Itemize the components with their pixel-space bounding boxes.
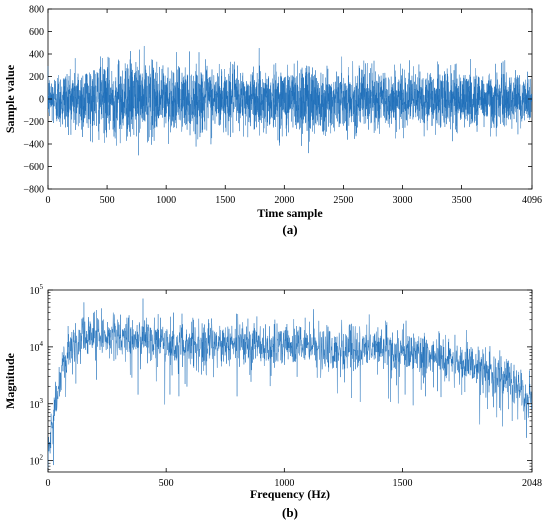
panel-a-x-tick-label: 500 — [100, 195, 115, 206]
panel-b-magnitude-line — [47, 298, 532, 471]
panel-b-y-tick-label: 103 — [30, 397, 44, 411]
panel-b-y-tick-label: 104 — [30, 340, 44, 354]
panel-b-x-tick-label: 2048 — [522, 478, 542, 489]
panel-a-y-axis-title: Sample value — [3, 64, 17, 133]
panel-a-y-tick-label: −600 — [23, 162, 44, 173]
panel-b-plot-frame — [47, 289, 533, 473]
panel-a-y-tick-label: −200 — [23, 117, 44, 128]
panel-b-y-tick-label: 102 — [30, 454, 44, 468]
panel-b-x-tick-label: 500 — [159, 478, 174, 489]
panel-a-y-tick-label: 800 — [29, 5, 44, 16]
panel-a-x-tick-label: 0 — [46, 195, 51, 206]
panel-a-y-tick-label: −400 — [23, 140, 44, 151]
panel-a-x-tick-label: 1500 — [215, 195, 235, 206]
panel-a-x-tick-label: 3500 — [452, 195, 472, 206]
panel-a-x-tick-label: 4096 — [522, 195, 542, 206]
panel-b-x-ticks: 0 500 1000 1500 2048 — [46, 290, 542, 489]
panel-a-label: (a) — [282, 222, 297, 237]
panel-a-x-tick-label: 1000 — [156, 195, 176, 206]
panel-a-signal-line — [47, 45, 533, 156]
panel-a-x-ticks: 0 500 1000 1500 2000 2500 3000 3500 4096 — [46, 9, 542, 206]
panel-a-x-tick-label: 3000 — [392, 195, 412, 206]
panel-a-y-tick-label: −800 — [23, 185, 44, 196]
panel-a-y-ticks: −800 −600 −400 −200 0 200 400 600 800 — [23, 5, 532, 196]
panel-a-y-tick-label: 400 — [29, 50, 44, 61]
panel-b-y-axis-title: Magnitude — [3, 352, 17, 409]
panel-b-x-tick-label: 0 — [46, 478, 51, 489]
panel-a-signal-series — [47, 45, 533, 156]
panel-a-x-tick-label: 2000 — [274, 195, 294, 206]
panel-a-time-domain: −800 −600 −400 −200 0 200 400 600 800 0 500 1000 15… — [3, 5, 542, 238]
panel-b-y-tick-label: 105 — [30, 283, 44, 297]
panel-b-x-tick-label: 1000 — [274, 478, 294, 489]
panel-a-x-axis-title: Time sample — [257, 206, 323, 220]
panel-b-magnitude-series — [47, 298, 532, 471]
panel-a-y-tick-label: 200 — [29, 72, 44, 83]
panel-a-y-tick-label: 600 — [29, 27, 44, 38]
panel-b-y-ticks: 102 103 104 105 — [30, 283, 532, 470]
panel-b-x-axis-title: Frequency (Hz) — [250, 487, 330, 501]
panel-b-label: (b) — [282, 505, 298, 520]
panel-b-x-tick-label: 1500 — [392, 478, 412, 489]
panel-b-spectrum: 102 103 104 105 0 500 1000 1500 2048 Frequency … — [3, 283, 542, 520]
panel-a-x-tick-label: 2500 — [333, 195, 353, 206]
panel-a-y-tick-label: 0 — [39, 95, 44, 106]
